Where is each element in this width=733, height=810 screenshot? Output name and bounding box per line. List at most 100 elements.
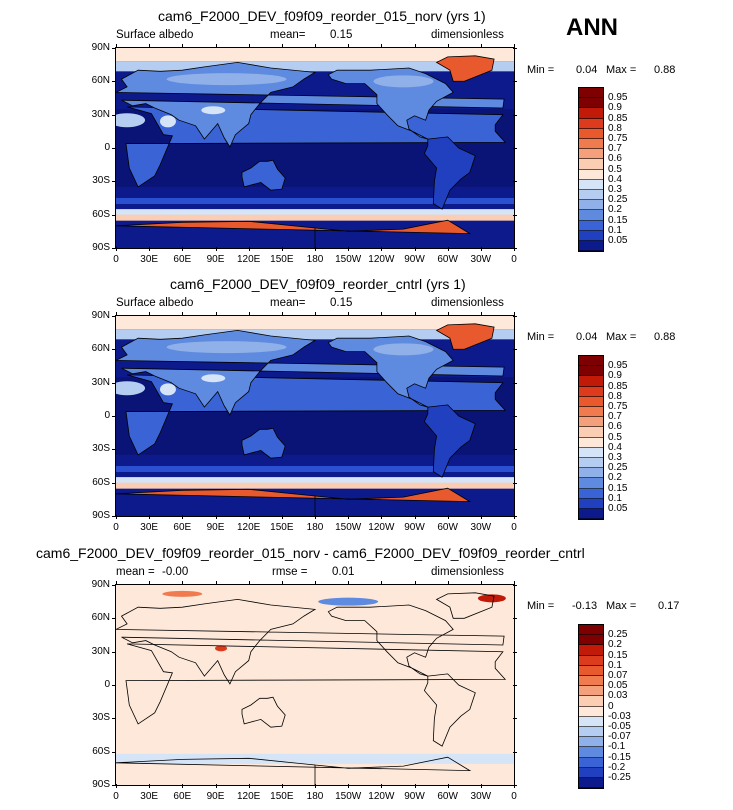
panel-1-mean-value: 0.15: [330, 29, 353, 41]
lon-tick-label: 30E: [140, 791, 159, 802]
colorbar-label: 0.15: [608, 482, 628, 494]
colorbar-cell: [579, 200, 603, 211]
lon-tick-mark: [381, 784, 383, 788]
colorbar-label: 0.25: [608, 194, 628, 206]
zero-field: [116, 585, 514, 785]
colorbar-cell: [579, 747, 603, 758]
land-australia: [241, 427, 286, 459]
colorbar-cell: [579, 190, 603, 201]
lon-tick-mark: [248, 515, 250, 519]
colorbar-label: 0.95: [608, 360, 628, 372]
colorbar-label: 0.5: [608, 431, 622, 443]
lat-tick-label: 90S: [92, 779, 110, 790]
panel-2-map: [116, 316, 514, 516]
lat-tick-mark: [112, 618, 116, 620]
panel-3-max-label: Max =: [606, 600, 637, 612]
lat-tick-mark: [112, 248, 116, 249]
lat-tick-label: 60S: [92, 476, 110, 488]
sahara-bright: [116, 381, 146, 396]
lon-tick-mark: [215, 581, 217, 585]
coast-greenland: [435, 592, 495, 619]
panel-2-mean-label: mean=: [270, 297, 306, 309]
lat-tick-label: 60N: [91, 343, 110, 355]
lon-tick-mark: [480, 247, 482, 251]
lon-tick-mark: [215, 312, 217, 316]
colorbar-label: 0.1: [608, 492, 622, 504]
panel-3-rmse-value: 0.01: [332, 566, 355, 578]
lon-tick-label: 180: [306, 254, 324, 265]
lon-tick-mark: [348, 581, 350, 585]
lon-tick-mark: [116, 247, 117, 251]
sea-ice-band: [116, 477, 514, 486]
lat-tick-label: 90N: [91, 310, 110, 321]
tibet-bright: [201, 374, 226, 383]
lon-tick-mark: [514, 312, 515, 316]
colorbar-cell: [579, 386, 603, 397]
lon-tick-label: 120E: [236, 791, 261, 802]
lon-tick-label: 30E: [140, 522, 159, 533]
colorbar-label: 0.9: [608, 370, 622, 382]
colorbar-strip: [578, 87, 604, 253]
colorbar-cell: [579, 108, 603, 119]
colorbar-cell: [579, 179, 603, 190]
colorbar-cell: [579, 396, 603, 407]
colorbar-cell: [579, 356, 603, 367]
colorbar-label: 0.05: [608, 235, 628, 246]
lat-tick-mark: [513, 181, 517, 183]
lon-tick-mark: [514, 515, 515, 519]
lon-tick-label: 30W: [470, 254, 492, 265]
arctic-negative-patch: [318, 597, 379, 606]
lon-tick-mark: [248, 44, 250, 48]
colorbar-label: -0.15: [608, 751, 631, 763]
lat-tick-mark: [513, 516, 517, 517]
lat-tick-label: 30S: [92, 712, 110, 724]
coast-europe_asia: [116, 598, 505, 685]
lon-tick-mark: [182, 515, 184, 519]
lon-tick-mark: [414, 44, 416, 48]
lon-tick-label: 60E: [173, 791, 192, 802]
lon-tick-mark: [447, 312, 449, 316]
colorbar-label: 0.85: [608, 112, 628, 124]
lon-tick-label: 30W: [470, 791, 492, 802]
lon-tick-mark: [281, 44, 283, 48]
lon-tick-label: 120W: [368, 522, 395, 533]
lat-tick-mark: [112, 685, 116, 686]
canada-snow: [373, 343, 434, 356]
lat-tick-label: 30S: [92, 443, 110, 455]
siberia-snow: [166, 73, 287, 86]
lon-tick-mark: [514, 581, 515, 585]
lat-tick-label: 30N: [91, 108, 110, 120]
lat-tick-mark: [112, 751, 116, 753]
lon-tick-label: 60E: [173, 522, 192, 533]
lon-tick-mark: [182, 247, 184, 251]
panel-2-max-label: Max =: [606, 331, 637, 343]
lon-tick-label: 120W: [368, 791, 395, 802]
lon-tick-mark: [215, 44, 217, 48]
lon-tick-mark: [281, 581, 283, 585]
lon-tick-mark: [281, 784, 283, 788]
panel-1-variable-label: Surface albedo: [116, 29, 194, 41]
lon-tick-mark: [447, 784, 449, 788]
coast-antarctica: [116, 756, 472, 785]
colorbar-cell: [579, 706, 603, 717]
colorbar-label: 0.8: [608, 390, 622, 402]
colorbar-cell: [579, 139, 603, 150]
arctic-positive-patch: [477, 594, 506, 603]
siberia-snow: [166, 341, 287, 354]
colorbar-cell: [579, 118, 603, 129]
sea-ice-band: [116, 209, 514, 218]
lat-tick-label: 60N: [91, 75, 110, 87]
land-south_america: [423, 404, 476, 478]
coast-australia: [241, 696, 286, 728]
lon-tick-mark: [414, 581, 416, 585]
lon-tick-label: 120W: [368, 254, 395, 265]
arctic-band: [116, 48, 514, 62]
lon-tick-mark: [514, 247, 515, 251]
lat-tick-mark: [513, 651, 517, 653]
lon-tick-label: 30W: [470, 522, 492, 533]
colorbar-cell: [579, 447, 603, 458]
lon-tick-mark: [381, 581, 383, 585]
lon-tick-label: 150E: [270, 254, 294, 265]
lon-tick-mark: [281, 247, 283, 251]
panel-1-min-label: Min =: [527, 64, 555, 76]
